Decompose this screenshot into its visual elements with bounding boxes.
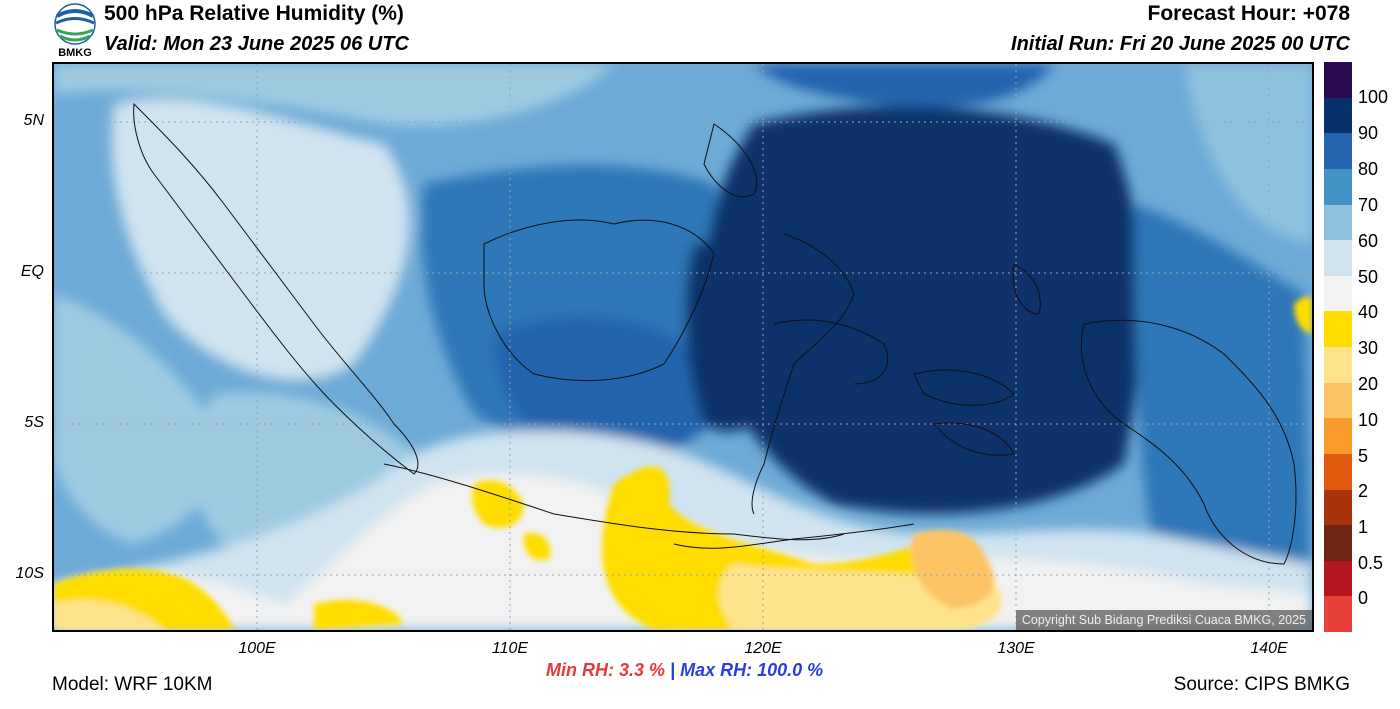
copyright-notice: Copyright Sub Bidang Prediksi Cuaca BMKG…	[1015, 610, 1312, 630]
lon-label: 130E	[997, 640, 1035, 657]
bmkg-logo: BMKG	[52, 2, 98, 60]
lat-label: EQ	[20, 263, 44, 280]
colorbar-swatch	[1324, 453, 1352, 490]
coastlines	[133, 102, 1297, 565]
model-name: Model: WRF 10KM	[52, 674, 213, 695]
max-rh-label: Max RH:	[680, 660, 753, 680]
graticule	[54, 64, 1312, 630]
colorbar-swatch	[1324, 133, 1352, 169]
min-rh-label: Min RH:	[546, 660, 614, 680]
lon-label: 100E	[238, 640, 276, 657]
humidity-map	[52, 62, 1314, 632]
stats-separator: |	[670, 660, 676, 680]
colorbar-swatch	[1324, 525, 1352, 561]
colorbar-label: 10	[1358, 410, 1379, 430]
colorbar-swatch	[1324, 275, 1352, 312]
colorbar-label: 90	[1358, 123, 1379, 143]
min-rh-value: 3.3 %	[619, 660, 666, 680]
lat-label: 5N	[23, 112, 44, 129]
initial-run: Initial Run: Fri 20 June 2025 00 UTC	[1011, 33, 1350, 55]
map-title: 500 hPa Relative Humidity (%)	[104, 2, 404, 25]
colorbar-swatch	[1324, 168, 1352, 205]
colorbar-swatch	[1324, 311, 1352, 347]
colorbar-label: 70	[1358, 195, 1379, 215]
colorbar-swatch	[1324, 347, 1352, 383]
colorbar-label: 1	[1358, 517, 1369, 537]
lon-label: 140E	[1250, 640, 1288, 657]
colorbar-swatch	[1324, 560, 1352, 597]
colorbar-label: 60	[1358, 231, 1379, 251]
colorbar-label: 2	[1358, 481, 1369, 501]
max-rh-value: 100.0 %	[757, 660, 824, 680]
bmkg-logo-icon	[54, 3, 96, 45]
colorbar-label: 5	[1358, 446, 1369, 466]
colorbar-swatch	[1324, 62, 1352, 98]
logo-text: BMKG	[58, 47, 92, 59]
lon-label: 120E	[744, 640, 782, 657]
rh-stats: Min RH: 3.3 % | Max RH: 100.0 %	[546, 660, 823, 681]
colorbar	[1324, 62, 1352, 632]
colorbar-label: 30	[1358, 338, 1379, 358]
humidity-field	[54, 64, 1312, 630]
lat-label: 10S	[15, 565, 44, 582]
colorbar-label: 50	[1358, 267, 1379, 287]
colorbar-swatch	[1324, 418, 1352, 454]
colorbar-swatch	[1324, 97, 1352, 134]
colorbar-swatch	[1324, 382, 1352, 419]
colorbar-label: 80	[1358, 159, 1379, 179]
colorbar-swatch	[1324, 240, 1352, 276]
lon-label: 110E	[491, 640, 529, 657]
valid-time: Valid: Mon 23 June 2025 06 UTC	[104, 33, 409, 55]
forecast-hour: Forecast Hour: +078	[1147, 2, 1351, 25]
colorbar-label: 0	[1358, 588, 1369, 608]
colorbar-swatch	[1324, 489, 1352, 526]
lat-label: 5S	[24, 414, 44, 431]
colorbar-swatch	[1324, 596, 1352, 632]
colorbar-label: 40	[1358, 302, 1379, 322]
colorbar-label: 0.5	[1358, 553, 1384, 573]
colorbar-label: 100	[1358, 87, 1389, 107]
colorbar-swatch	[1324, 204, 1352, 241]
data-source: Source: CIPS BMKG	[1173, 674, 1350, 695]
colorbar-label: 20	[1358, 374, 1379, 394]
